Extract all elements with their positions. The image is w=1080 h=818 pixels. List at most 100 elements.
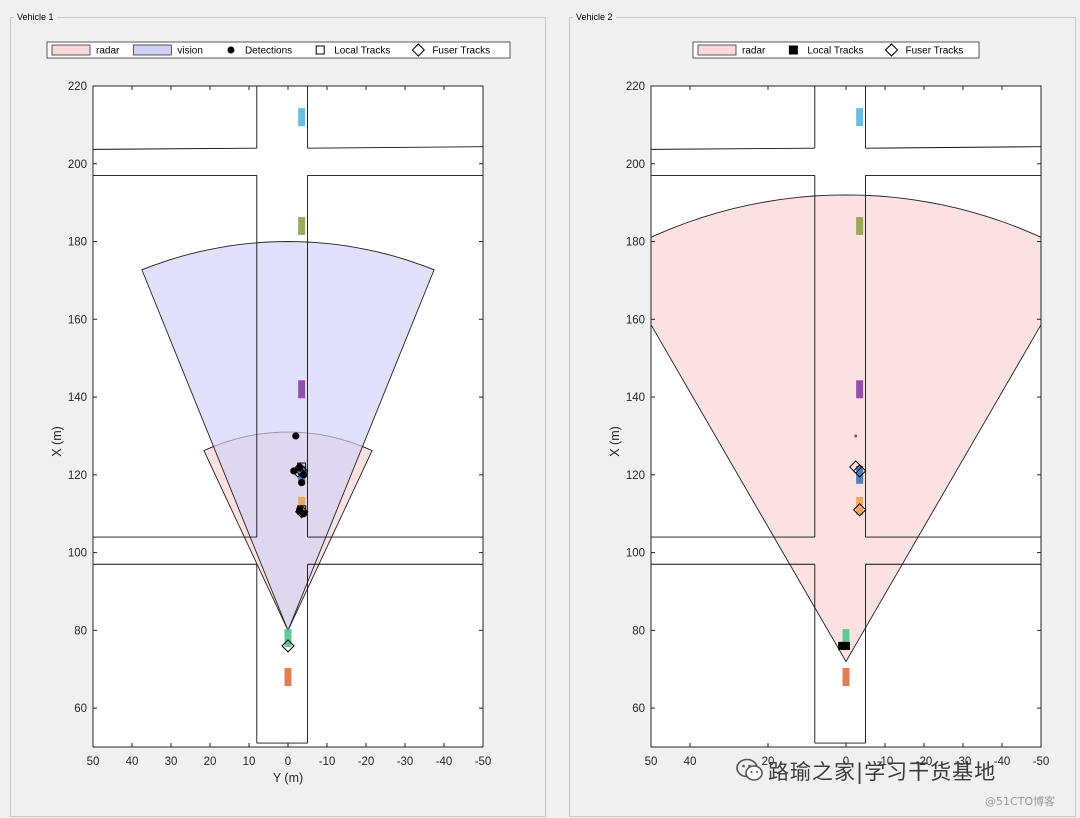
y-tick-label: 60 [74,703,87,715]
y-tick-label: 80 [74,625,87,637]
wechat-icon [736,758,763,781]
plot-content [93,86,483,744]
y-tick-label: 220 [626,81,645,93]
chart-2: 50 40 20 0 -10 -20 -30 -40 -50608010012014016018… [608,41,1050,768]
x-tick-label: 0 [285,756,291,768]
legend-label: Detections [245,46,292,57]
y-tick-label: 140 [626,392,645,404]
fuser-track [291,464,305,478]
legend-label: Fuser Tracks [432,46,490,57]
detection-point [290,467,298,475]
x-tick-label: -50 [1033,756,1050,768]
vehicle-marker [298,380,306,399]
road-edge [865,146,1041,149]
x-tick-label: 10 [243,756,256,768]
vehicle-marker [856,496,864,515]
legend-swatch-local-tracks [315,45,325,55]
legend-label: Local Tracks [807,46,863,57]
chart-1: 50 40 30 20 10 0 -10 -20 -30 -40 -5060801001201401… [46,41,511,785]
local-track [297,462,307,472]
legend-swatch-fuser-tracks [884,43,899,57]
road-edge [93,147,257,150]
y-tick-label: 160 [626,314,645,326]
vehicle-marker [298,216,306,235]
detection-point [292,432,300,440]
vehicle2-title: Vehicle 2 [573,12,616,22]
x-tick-label: -30 [955,756,972,768]
fuser-track [294,505,309,519]
detection-point [854,434,858,438]
vehicle-marker [856,465,864,484]
x-tick-label: -20 [358,756,375,768]
x-tick-label: 20 [762,756,775,768]
vehicle-marker [856,216,864,235]
x-tick-label: 20 [204,756,217,768]
y-tick-label: 100 [68,548,87,560]
fuser-track [852,464,867,478]
legend-label: radar [742,46,766,57]
y-tick-label: 200 [68,159,87,171]
vehicle-marker [856,380,864,399]
legend: radar Local Tracks Fuser Tracks [692,41,980,59]
fuser-track [281,639,295,653]
y-axis-label: X (m) [50,426,64,457]
y-tick-label: 120 [68,470,87,482]
y-tick-label: 180 [68,237,87,249]
local-track [838,641,847,650]
x-tick-label: -30 [397,756,414,768]
vehicle-marker [856,108,864,127]
x-tick-label: 0 [843,756,849,768]
coverage-vision [141,241,435,632]
vehicle-marker [284,668,292,687]
vehicle-marker [842,668,850,687]
watermark-text: 路瑜之家|学习干货基地 [768,760,997,784]
plot-content [651,86,1041,744]
x-tick-label: -50 [475,756,492,768]
x-tick-label: 40 [126,756,139,768]
x-tick-label: -10 [319,756,336,768]
y-axis-label: X (m) [608,426,622,457]
vehicle-marker [284,629,292,648]
vehicle-marker [298,108,306,127]
fuser-track [852,503,867,517]
legend-label: Fuser Tracks [906,46,964,57]
vehicle1-title: Vehicle 1 [14,12,57,22]
x-tick-label: -40 [436,756,453,768]
legend-label: vision [177,46,203,57]
y-tick-label: 160 [68,314,87,326]
y-tick-label: 100 [626,548,645,560]
legend-swatch-detections [227,46,235,54]
watermark-site: @51CTO博客 [985,795,1056,808]
legend-swatch-local-tracks [788,45,798,55]
y-tick-label: 140 [68,392,87,404]
x-tick-label: -10 [877,756,894,768]
legend-label: radar [96,46,120,57]
vehicle-marker [842,629,850,648]
y-tick-label: 200 [626,159,645,171]
x-tick-label: -20 [916,756,933,768]
legend-label: Local Tracks [334,46,390,57]
y-tick-label: 80 [632,625,645,637]
legend-swatch-fuser-tracks [411,43,426,57]
x-tick-label: -40 [994,756,1011,768]
x-tick-label: 50 [87,756,100,768]
y-tick-label: 220 [68,81,87,93]
vehicle1-panel [10,17,546,817]
x-tick-label: 50 [645,756,658,768]
detection-point [298,479,306,487]
road-edge [307,146,483,149]
y-tick-label: 120 [626,470,645,482]
vehicle2-panel [569,17,1076,817]
fuser-track [294,464,309,478]
coverage-radar [651,194,1041,663]
legend-swatch-radar [697,44,737,56]
legend-swatch-radar [51,44,91,56]
legend: radar vision Detections Local Tracks Fuser T… [46,41,511,59]
x-axis-label: Y (m) [273,771,303,785]
legend-box [692,41,980,59]
x-tick-label: 40 [684,756,697,768]
x-tick-label: 30 [165,756,178,768]
legend-swatch-vision [132,44,172,56]
road-edge [651,147,815,150]
